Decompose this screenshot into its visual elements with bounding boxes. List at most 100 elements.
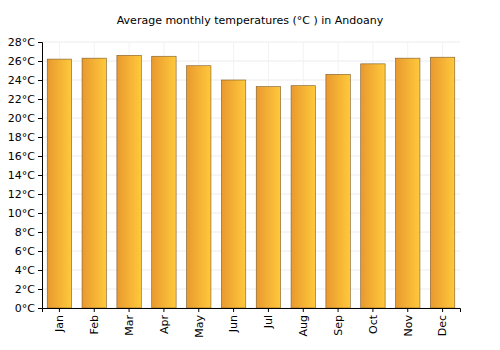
x-tick-mark [407, 308, 408, 312]
bar [187, 66, 211, 308]
x-tick-label: Jan [53, 315, 66, 333]
y-tick: 22°C [8, 93, 42, 106]
y-tick: 16°C [8, 150, 42, 163]
x-tick-label: Apr [158, 315, 171, 335]
y-tick-mark [38, 61, 42, 62]
y-tick: 14°C [8, 169, 42, 182]
y-tick: 6°C [15, 245, 42, 258]
y-tick-mark [38, 137, 42, 138]
x-tick: Nov [402, 308, 415, 336]
y-tick-mark [38, 251, 42, 252]
x-tick-mark [129, 308, 130, 312]
x-tick-label: Dec [436, 315, 449, 336]
x-tick-mark [372, 308, 373, 312]
y-tick: 28°C [8, 36, 42, 49]
bar [256, 87, 280, 308]
bar [361, 64, 385, 308]
y-tick-mark [38, 156, 42, 157]
y-tick: 8°C [15, 226, 42, 239]
x-tick-label: Feb [88, 315, 101, 334]
x-tick-label: Mar [123, 315, 136, 336]
x-axis-line [43, 309, 461, 313]
y-tick: 12°C [8, 188, 42, 201]
x-tick: Sep [332, 308, 345, 336]
chart: Average monthly temperatures (°C ) in An… [0, 0, 500, 350]
x-tick: Jun [227, 308, 240, 333]
x-tick-mark [303, 308, 304, 312]
y-tick-mark [38, 194, 42, 195]
y-tick: 26°C [8, 55, 42, 68]
y-tick: 24°C [8, 74, 42, 87]
y-tick-label: 16°C [8, 150, 35, 163]
x-tick-mark [233, 308, 234, 312]
x-tick-mark [268, 308, 269, 312]
title: Average monthly temperatures (°C ) in An… [117, 14, 384, 27]
y-tick-mark [38, 175, 42, 176]
bar [396, 58, 420, 308]
x-tick: Jan [53, 308, 66, 333]
y-tick-label: 26°C [8, 55, 35, 68]
x-tick: Apr [158, 308, 171, 334]
x-tick: Aug [297, 308, 310, 336]
y-tick-mark [38, 232, 42, 233]
y-tick-mark [38, 213, 42, 214]
bar [152, 56, 176, 308]
x-tick-label: Nov [402, 315, 415, 337]
y-tick: 4°C [15, 264, 42, 277]
y-axis-line [38, 43, 43, 309]
x-tick-mark [59, 308, 60, 312]
bar [47, 59, 71, 308]
bar [117, 55, 141, 308]
x-tick-label: Jul [262, 315, 275, 329]
y-tick-label: 8°C [15, 226, 35, 239]
y-tick-mark [38, 80, 42, 81]
y-tick-mark [38, 118, 42, 119]
bars [47, 55, 455, 308]
y-tick-label: 4°C [15, 264, 35, 277]
grid [42, 42, 460, 308]
y-tick-mark [38, 289, 42, 290]
x-tick-mark [198, 308, 199, 312]
y-tick-mark [38, 270, 42, 271]
x-tick-mark [94, 308, 95, 312]
x-tick: Dec [436, 308, 449, 336]
y-tick-label: 2°C [15, 283, 35, 296]
y-tick-label: 18°C [8, 131, 35, 144]
x-axis: Jan Feb Mar Apr May Jun Jul Aug Sep Oct Nov Dec [43, 308, 461, 338]
y-tick-label: 22°C [8, 93, 35, 106]
x-tick-label: Sep [332, 315, 345, 336]
y-tick-mark [38, 99, 42, 100]
y-tick-label: 0°C [15, 302, 35, 315]
y-tick-label: 14°C [8, 169, 35, 182]
bar [82, 58, 106, 308]
grid-line [42, 42, 460, 43]
y-tick-mark [38, 42, 42, 43]
y-tick: 2°C [15, 283, 42, 296]
x-tick-mark [338, 308, 339, 312]
bar [221, 80, 245, 308]
y-tick-label: 24°C [8, 74, 35, 87]
bar [430, 57, 454, 308]
y-tick-label: 28°C [8, 36, 35, 49]
y-tick-mark [38, 308, 42, 309]
x-tick: Oct [367, 308, 380, 334]
x-tick: May [193, 308, 206, 338]
x-tick-mark [163, 308, 164, 312]
y-tick-label: 12°C [8, 188, 35, 201]
y-axis: 0°C 2°C 4°C 6°C 8°C 10°C 12°C 14°C 16°C 18°C 20°C 2… [8, 36, 43, 315]
bar [291, 86, 315, 308]
y-tick-label: 6°C [15, 245, 35, 258]
y-tick-label: 10°C [8, 207, 35, 220]
y-tick: 10°C [8, 207, 42, 220]
x-tick: Mar [123, 308, 136, 336]
x-tick-label: Jun [227, 315, 240, 333]
x-tick-label: Aug [297, 315, 310, 336]
x-tick-label: May [193, 315, 206, 338]
y-tick: 20°C [8, 112, 42, 125]
x-tick-label: Oct [367, 314, 380, 334]
x-tick: Feb [88, 308, 101, 334]
plot: 0°C 2°C 4°C 6°C 8°C 10°C 12°C 14°C 16°C 18°C 20°C 2… [8, 36, 461, 338]
x-tick-mark [442, 308, 443, 312]
x-tick: Jul [262, 308, 275, 329]
y-tick: 18°C [8, 131, 42, 144]
